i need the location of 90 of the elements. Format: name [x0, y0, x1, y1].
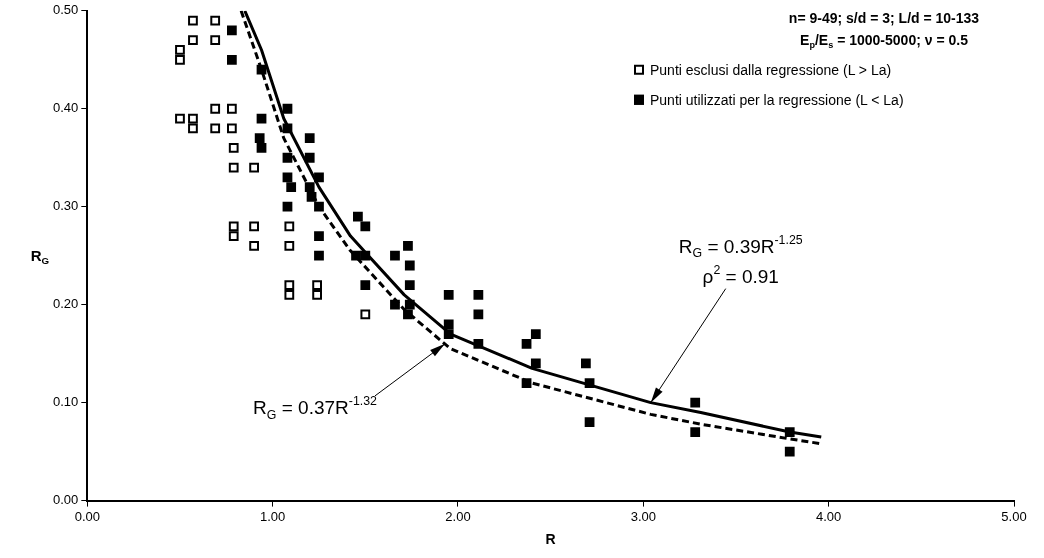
point	[443, 329, 454, 339]
point	[360, 280, 371, 290]
point	[282, 123, 293, 134]
point	[188, 35, 198, 46]
x-tick-label: 0.00	[74, 508, 100, 524]
point	[210, 103, 221, 114]
point	[210, 123, 221, 134]
point	[312, 290, 323, 300]
point	[390, 299, 400, 310]
point	[188, 15, 198, 26]
point	[249, 241, 259, 251]
point	[284, 280, 295, 290]
point	[226, 103, 237, 114]
point	[175, 45, 185, 55]
point	[360, 250, 371, 261]
x-tick-label: 2.00	[445, 508, 471, 524]
point	[690, 427, 701, 437]
point	[360, 309, 371, 320]
point	[226, 25, 237, 36]
y-tick-label: 0.50	[52, 2, 79, 18]
point	[210, 35, 221, 46]
point	[249, 221, 259, 232]
x-tick-label: 1.00	[259, 508, 286, 524]
point	[784, 427, 795, 437]
point	[254, 133, 265, 144]
point	[690, 397, 701, 408]
x-tick-label: 3.00	[630, 508, 656, 524]
x-tick-label: 5.00	[1001, 508, 1027, 524]
point	[403, 241, 413, 251]
point	[312, 280, 323, 290]
point	[228, 221, 239, 232]
y-tick-label: 0.30	[52, 198, 79, 214]
point	[314, 201, 324, 212]
point	[284, 221, 295, 232]
point	[314, 231, 324, 241]
point	[228, 143, 239, 153]
point	[304, 133, 315, 144]
point	[282, 201, 293, 212]
point	[284, 241, 295, 251]
x-tick-label: 4.00	[816, 508, 842, 524]
legend-label: Punti utilizzati per la regressione (L < La)	[650, 91, 904, 108]
point	[404, 260, 415, 271]
point	[306, 192, 317, 202]
point	[304, 152, 315, 163]
point	[521, 378, 532, 388]
point	[286, 182, 297, 193]
point	[282, 103, 293, 114]
point	[284, 290, 295, 300]
point	[228, 162, 239, 173]
point	[390, 250, 400, 261]
point	[304, 182, 315, 193]
point	[314, 172, 324, 183]
point	[210, 15, 221, 26]
y-tick-label: 0.40	[52, 100, 79, 116]
point	[584, 378, 595, 388]
point	[521, 338, 532, 349]
point	[443, 290, 454, 300]
point	[249, 162, 259, 173]
y-tick-label: 0.10	[52, 394, 79, 410]
point	[314, 250, 324, 261]
point	[584, 417, 595, 428]
point	[282, 152, 293, 163]
y-tick-label: 0.20	[52, 296, 79, 312]
point	[473, 309, 484, 320]
point	[351, 250, 361, 261]
point	[188, 113, 198, 124]
point	[473, 290, 484, 300]
point	[360, 221, 371, 232]
point	[226, 54, 237, 65]
point	[188, 123, 198, 134]
point	[353, 211, 363, 222]
point	[228, 231, 239, 241]
x-axis-title: R	[545, 531, 556, 548]
point	[443, 319, 454, 330]
point	[784, 446, 795, 457]
point	[403, 309, 413, 320]
legend-label: Punti esclusi dalla regressione (L > La)	[650, 61, 892, 78]
point	[580, 358, 591, 369]
point	[404, 280, 415, 290]
point	[226, 123, 237, 134]
point	[404, 299, 415, 310]
point	[175, 113, 185, 124]
point	[282, 172, 293, 183]
annotation: n= 9-49; s/d = 3; L/d = 10-133	[788, 9, 980, 26]
point	[473, 338, 484, 349]
point	[530, 329, 541, 339]
y-tick-label: 0.00	[52, 492, 79, 508]
point	[256, 143, 267, 153]
point	[530, 358, 541, 369]
point	[175, 54, 185, 65]
